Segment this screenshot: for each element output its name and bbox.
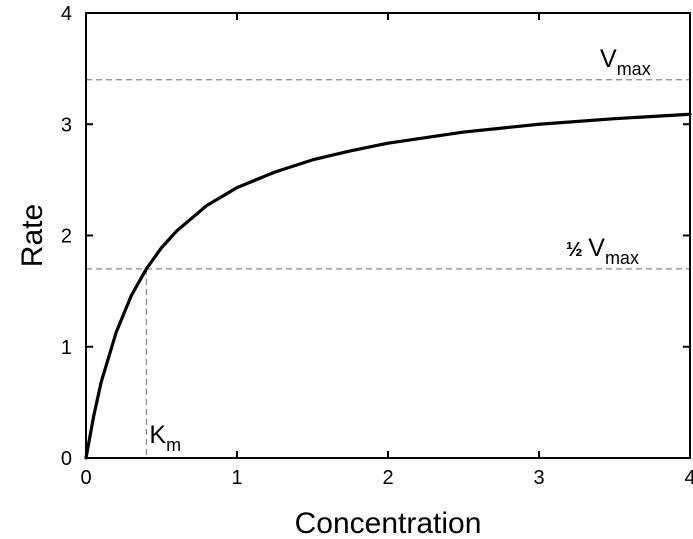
vmax-annotation-sub: max	[617, 59, 651, 79]
x-tick-label: 1	[231, 467, 242, 489]
y-tick-label: 4	[61, 3, 72, 25]
y-axis-label: Rate	[16, 204, 49, 267]
x-tick-label: 3	[533, 467, 544, 489]
x-tick-label: 2	[382, 467, 393, 489]
half-vmax-annotation-main: V	[588, 234, 605, 262]
y-tick-label: 0	[61, 448, 72, 470]
half-vmax-annotation-prefix: ½	[566, 239, 588, 261]
axis-ticks	[85, 12, 691, 459]
x-tick-label: 4	[684, 467, 693, 489]
y-tick-label: 3	[61, 114, 72, 136]
axis-tick-labels: 0 1 2 3 4 0 1 2 3 4	[61, 3, 693, 489]
half-vmax-annotation: ½ Vmax	[566, 234, 639, 268]
y-tick-label: 1	[61, 337, 72, 359]
x-axis-label: Concentration	[295, 507, 482, 539]
km-annotation: Km	[149, 421, 181, 455]
km-annotation-main: K	[149, 421, 166, 449]
y-tick-label: 2	[61, 226, 72, 248]
half-vmax-annotation-sub: max	[605, 248, 639, 268]
vmax-annotation-main: V	[600, 45, 617, 73]
vmax-annotation: Vmax	[600, 45, 651, 79]
x-tick-label: 0	[80, 467, 91, 489]
km-annotation-sub: m	[166, 435, 181, 455]
rate-curve	[84, 112, 692, 460]
